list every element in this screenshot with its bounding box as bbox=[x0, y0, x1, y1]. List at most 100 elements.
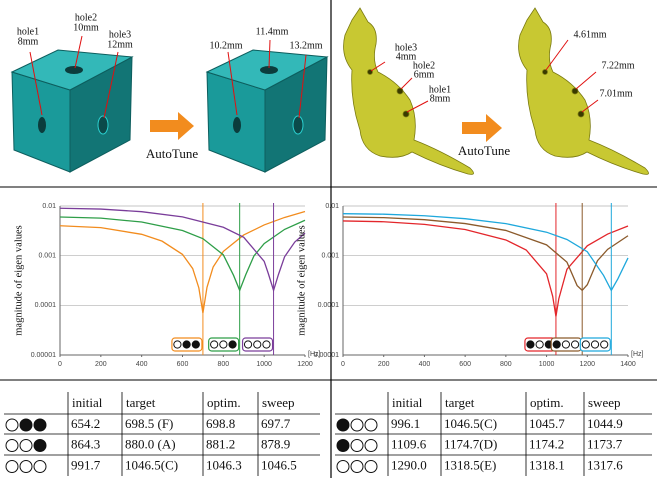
cube-render bbox=[12, 50, 132, 172]
hole-size: 7.22mm bbox=[601, 60, 634, 71]
hole-size: 12mm bbox=[107, 39, 133, 50]
hole-state-icon bbox=[337, 419, 349, 431]
table-cell: 878.9 bbox=[261, 436, 290, 451]
table-cell: 1045.7 bbox=[529, 416, 565, 431]
table-cell: 864.3 bbox=[71, 436, 100, 451]
y-tick-label: 0.0001 bbox=[35, 302, 57, 309]
leader-line bbox=[576, 72, 596, 89]
table-header: sweep bbox=[588, 395, 621, 410]
y-tick-label: 0.00001 bbox=[31, 352, 56, 359]
x-tick-label: 1200 bbox=[579, 361, 595, 368]
hole-state-icon bbox=[365, 440, 377, 452]
table-cell: 1317.6 bbox=[587, 457, 623, 472]
table-cell: 1046.5 bbox=[261, 457, 297, 472]
table-cell: 698.8 bbox=[206, 416, 235, 431]
table-cell: 654.2 bbox=[71, 416, 100, 431]
hole-state-icon bbox=[174, 341, 181, 348]
x-tick-label: 1200 bbox=[297, 361, 313, 368]
table-cell: 996.1 bbox=[391, 416, 420, 431]
hole-state-icon bbox=[211, 341, 218, 348]
hole-state-icon bbox=[6, 419, 18, 431]
hole-size: 10mm bbox=[73, 22, 99, 33]
hole-state-icon bbox=[365, 419, 377, 431]
arrow-label: AutoTune bbox=[458, 143, 510, 158]
y-axis-label: magnitude of eigen values bbox=[13, 225, 24, 336]
hole-state-icon bbox=[6, 440, 18, 452]
y-tick-label: 0.0001 bbox=[318, 302, 340, 309]
table-header: target bbox=[445, 395, 475, 410]
hole-state-icon bbox=[591, 341, 598, 348]
table-cell: 1046.5(C) bbox=[444, 416, 497, 431]
y-axis-label: magnitude of eigen values bbox=[296, 225, 307, 336]
hole-state-icon bbox=[582, 341, 589, 348]
x-tick-label: 1000 bbox=[256, 361, 272, 368]
y-tick-label: 0.00001 bbox=[314, 352, 339, 359]
hole-state-icon bbox=[337, 440, 349, 452]
series-line bbox=[60, 208, 305, 290]
series-line bbox=[343, 214, 628, 291]
table-cell: 1044.9 bbox=[587, 416, 623, 431]
table-cell: 1290.0 bbox=[391, 457, 427, 472]
x-tick-label: 400 bbox=[419, 361, 431, 368]
table-header: optim. bbox=[530, 395, 564, 410]
hole-size: 8mm bbox=[18, 36, 39, 47]
x-tick-label: 1000 bbox=[539, 361, 555, 368]
hole-state-icon bbox=[20, 461, 32, 473]
hole-state-icon bbox=[562, 341, 569, 348]
table-header: sweep bbox=[262, 395, 295, 410]
hole-state-icon bbox=[34, 419, 46, 431]
hole-state-icon bbox=[20, 419, 32, 431]
x-tick-label: 600 bbox=[177, 361, 189, 368]
hole-state-icon bbox=[351, 419, 363, 431]
hole-state-icon bbox=[6, 461, 18, 473]
arrow-label: AutoTune bbox=[146, 146, 198, 161]
table-cell: 1173.7 bbox=[587, 436, 623, 451]
table-cell: 698.5 (F) bbox=[125, 416, 173, 431]
hole-size: 8mm bbox=[430, 93, 451, 104]
x-tick-label: 0 bbox=[341, 361, 345, 368]
hole-state-icon bbox=[34, 440, 46, 452]
table-header: initial bbox=[72, 395, 103, 410]
x-axis-label: [Hz] bbox=[631, 351, 644, 358]
leader-line bbox=[401, 78, 412, 89]
series-line bbox=[60, 211, 305, 313]
figure: hole1 8mm hole2 10mm hole3 12mm AutoTune… bbox=[0, 0, 657, 478]
hole-state-icon bbox=[536, 341, 543, 348]
hole-state-icon bbox=[229, 341, 236, 348]
x-tick-label: 0 bbox=[58, 361, 62, 368]
cube-render bbox=[207, 50, 327, 172]
table-header: optim. bbox=[207, 395, 241, 410]
x-tick-label: 1400 bbox=[620, 361, 636, 368]
hole-size: 13.2mm bbox=[289, 40, 322, 51]
hole-state-icon bbox=[365, 461, 377, 473]
table-cell: 991.7 bbox=[71, 457, 101, 472]
x-tick-label: 600 bbox=[459, 361, 471, 368]
hole-state-icon bbox=[553, 341, 560, 348]
series-line bbox=[343, 221, 628, 316]
arrow bbox=[150, 112, 194, 140]
x-tick-label: 200 bbox=[378, 361, 390, 368]
hole-state-icon bbox=[20, 440, 32, 452]
table-header: target bbox=[126, 395, 156, 410]
table-cell: 881.2 bbox=[206, 436, 235, 451]
x-tick-label: 400 bbox=[136, 361, 148, 368]
x-tick-label: 800 bbox=[500, 361, 512, 368]
hole-size: 4.61mm bbox=[573, 29, 606, 40]
table-cell: 1046.5(C) bbox=[125, 457, 178, 472]
series-line bbox=[343, 217, 628, 290]
hole-size: 6mm bbox=[414, 69, 435, 80]
hole-size: 10.2mm bbox=[209, 40, 242, 51]
hole-state-icon bbox=[527, 341, 534, 348]
cat-render bbox=[344, 8, 474, 174]
table-cell: 1046.3 bbox=[206, 457, 242, 472]
hole-state-icon bbox=[351, 440, 363, 452]
table-cell: 697.7 bbox=[261, 416, 291, 431]
table-header: initial bbox=[392, 395, 423, 410]
hole-state-icon bbox=[192, 341, 199, 348]
hole-state-icon bbox=[263, 341, 270, 348]
y-tick-label: 0.001 bbox=[38, 253, 56, 260]
table-cell: 1318.1 bbox=[529, 457, 565, 472]
table-cell: 880.0 (A) bbox=[125, 436, 176, 451]
hole-state-icon bbox=[34, 461, 46, 473]
hole-state-icon bbox=[351, 461, 363, 473]
